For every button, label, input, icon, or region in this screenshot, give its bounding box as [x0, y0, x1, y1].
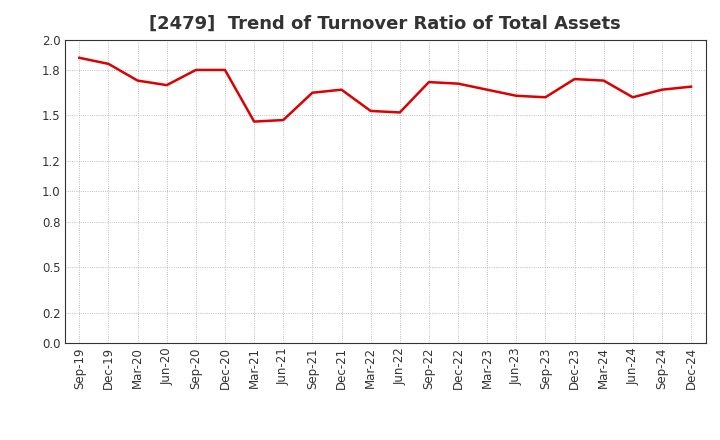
Title: [2479]  Trend of Turnover Ratio of Total Assets: [2479] Trend of Turnover Ratio of Total …	[149, 15, 621, 33]
